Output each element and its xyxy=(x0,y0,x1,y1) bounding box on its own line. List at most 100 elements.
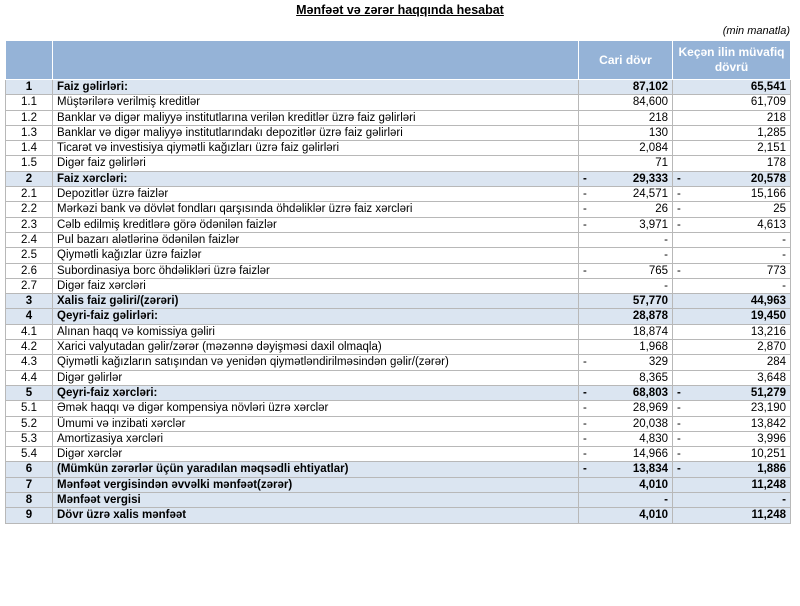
value-text: - xyxy=(782,279,786,292)
table-row: 4 Qeyri-faiz gəlirləri: 28,878 19,450 xyxy=(5,308,791,325)
row-label: Banklar və digər maliyyə institutlarına … xyxy=(52,109,579,126)
value-text: 11,248 xyxy=(751,509,786,522)
value-text: - xyxy=(782,249,786,262)
value-cell: 1,285 xyxy=(672,124,791,142)
value-cell: 2,151 xyxy=(672,140,791,157)
value-text: 4,010 xyxy=(639,478,668,491)
table-row: 1.4 Ticarət və investisiya qiymətli kağız… xyxy=(5,140,791,157)
table-row: 2.1 Depozitlər üzrə faizlər -24,571-15,166 xyxy=(5,186,791,203)
row-label: Digər xərclər xyxy=(52,446,579,463)
value-text: 18,874 xyxy=(632,325,668,338)
table-row: 3 Xalis faiz gəliri/(zərəri) 57,770 44,963 xyxy=(5,293,791,310)
value-cell: - xyxy=(578,231,673,249)
table-row: 2.3 Cəlb edilmiş kreditlərə görə ödənilən… xyxy=(5,216,791,233)
value-cell: 44,963 xyxy=(672,293,791,310)
table-row: 2 Faiz xərcləri: -29,333-20,578 xyxy=(5,170,791,188)
value-cell: - 24,571 xyxy=(578,186,673,203)
row-number: 5 xyxy=(5,384,53,402)
value-text: 329 xyxy=(648,356,668,369)
row-label: Pul bazarı alətlərinə ödənilən faizlər xyxy=(52,231,579,249)
value-text: 765 xyxy=(648,264,668,277)
row-number: 4 xyxy=(5,308,53,325)
row-label: Banklar və digər maliyyə institutlarında… xyxy=(52,124,579,142)
value-cell: - 28,969 xyxy=(578,400,673,417)
value-text: 4,830 xyxy=(639,432,668,445)
row-number: 1.1 xyxy=(5,94,53,111)
table-row: 8 Mənfəət vergisi - - xyxy=(5,492,791,509)
value-sign: - xyxy=(677,463,681,476)
value-sign: - xyxy=(583,463,587,476)
table-row: 1 Faiz gəlirləri: 87,102 65,541 xyxy=(5,78,791,96)
row-number: 1.5 xyxy=(5,155,53,172)
value-text: 68,803 xyxy=(632,386,668,399)
value-text: 13,842 xyxy=(750,417,786,430)
header-cell xyxy=(5,40,53,80)
value-text: 4,613 xyxy=(757,218,786,231)
value-text: 65,541 xyxy=(750,81,786,93)
value-text: 218 xyxy=(648,111,668,124)
row-label: Müştərilərə verilmiş kreditlər xyxy=(52,94,579,111)
table-row: 1.2 Banklar və digər maliyyə institutları… xyxy=(5,109,791,126)
value-sign: - xyxy=(677,172,681,185)
row-label: Faiz gəlirləri: xyxy=(52,78,579,96)
row-number: 5.3 xyxy=(5,430,53,448)
row-label: Qiymətli kağızlar üzrə faizlər xyxy=(52,247,579,264)
row-number: 2 xyxy=(5,170,53,188)
table-row: 5.2 Ümumi və inzibati xərclər -20,038-13,8… xyxy=(5,415,791,432)
value-text: 24,571 xyxy=(632,188,668,201)
value-cell: - 51,279 xyxy=(672,384,791,402)
row-label: Digər gəlirlər xyxy=(52,369,579,386)
value-cell: - xyxy=(578,492,673,509)
row-number: 5.4 xyxy=(5,446,53,463)
value-sign: - xyxy=(583,188,587,201)
value-cell: 2,084 xyxy=(578,140,673,157)
row-number: 5.2 xyxy=(5,415,53,432)
value-sign: - xyxy=(677,402,681,415)
row-label: Qiymətli kağızların satışından və yenidə… xyxy=(52,354,579,371)
row-label: Subordinasiya borc öhdəlikləri üzrə faiz… xyxy=(52,262,579,279)
value-text: 1,968 xyxy=(639,341,668,354)
value-sign: - xyxy=(677,417,681,430)
value-text: - xyxy=(664,233,668,246)
value-text: 14,966 xyxy=(632,448,668,461)
value-sign: - xyxy=(583,203,587,216)
value-cell: - 3,996 xyxy=(672,430,791,448)
value-text: 1,285 xyxy=(757,126,786,139)
value-cell: - 4,830 xyxy=(578,430,673,448)
row-number: 4.3 xyxy=(5,354,53,371)
report-title: Mənfəət və zərər haqqında hesabat xyxy=(296,3,504,17)
row-label: Mənfəət vergisindən əvvəlki mənfəət(zərə… xyxy=(52,476,579,494)
row-label: Digər faiz xərcləri xyxy=(52,277,579,295)
value-cell: 8,365 xyxy=(578,369,673,386)
row-number: 2.7 xyxy=(5,277,53,295)
value-cell: 28,878 xyxy=(578,308,673,325)
value-cell: - 765 xyxy=(578,262,673,279)
value-text: 61,709 xyxy=(750,96,786,109)
row-label: Mənfəət vergisi xyxy=(52,492,579,509)
value-text: 87,102 xyxy=(632,81,668,93)
value-cell: - xyxy=(672,277,791,295)
table-row: 4.1 Alınan haqq və komissiya gəliri 18,874… xyxy=(5,323,791,341)
table-body: 1 Faiz gəlirləri: 87,102 65,541 1.1 Müştərilə… xyxy=(5,78,791,524)
table-row: 2.5 Qiymətli kağızlar üzrə faizlər - - xyxy=(5,247,791,264)
table-row: 6 (Mümkün zərərlər üçün yaradılan məqsədl… xyxy=(5,461,791,478)
value-sign: - xyxy=(583,417,587,430)
table-row: 4.3 Qiymətli kağızların satışından və yen… xyxy=(5,354,791,371)
value-text: 26 xyxy=(655,203,668,216)
table-row: 2.7 Digər faiz xərcləri - - xyxy=(5,277,791,295)
value-text: 25 xyxy=(773,203,786,216)
row-number: 4.2 xyxy=(5,339,53,356)
table-row: 1.3 Banklar və digər maliyyə institutları… xyxy=(5,124,791,142)
table-row: 2.6 Subordinasiya borc öhdəlikləri üzrə f… xyxy=(5,262,791,279)
value-text: 284 xyxy=(766,356,786,369)
value-cell: - 15,166 xyxy=(672,186,791,203)
table-row: 1.5 Digər faiz gəlirləri 71 178 xyxy=(5,155,791,172)
row-label: Amortizasiya xərcləri xyxy=(52,430,579,448)
value-cell: 130 xyxy=(578,124,673,142)
value-cell: - xyxy=(578,277,673,295)
value-text: 2,870 xyxy=(757,341,786,354)
header-row: Cari dövr Keçən ilin müvafiq dövrü xyxy=(5,40,791,80)
row-label: Dövr üzrə xalis mənfəət xyxy=(52,507,579,524)
